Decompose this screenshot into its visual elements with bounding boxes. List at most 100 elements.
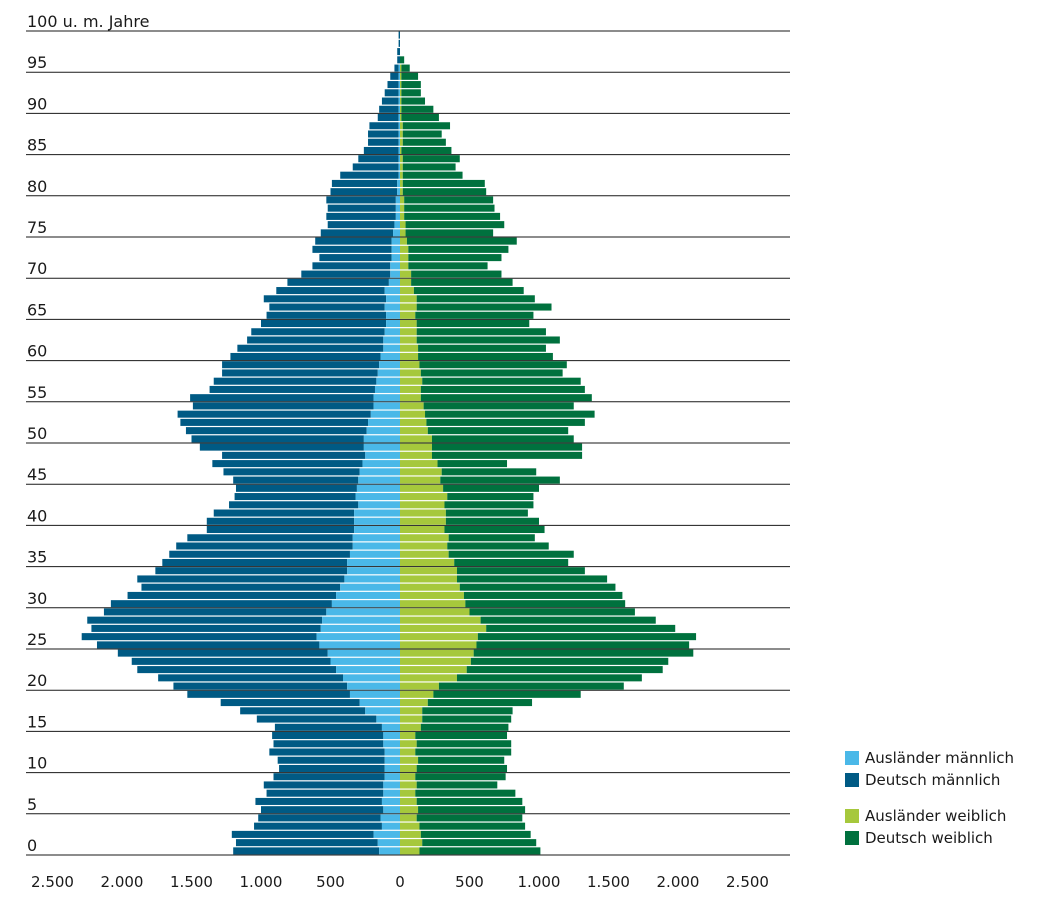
bar-deutsch-weiblich (415, 732, 508, 740)
bar-deutsch-weiblich (445, 517, 539, 525)
y-tick-label: 0 (27, 836, 37, 855)
legend-item-deutsch-maennlich: Deutsch männlich (845, 769, 1050, 791)
bar-deutsch-maennlich (206, 526, 355, 534)
bar-deutsch-maennlich (131, 657, 331, 665)
bar-deutsch-maennlich (326, 212, 396, 220)
bar-auslaender-weiblich (400, 707, 423, 715)
bar-auslaender-weiblich (400, 394, 421, 402)
bar-deutsch-maennlich (397, 56, 400, 64)
bar-auslaender-maennlich (373, 394, 400, 402)
bar-deutsch-weiblich (418, 806, 526, 814)
bar-deutsch-weiblich (448, 550, 574, 558)
bar-auslaender-maennlich (391, 245, 400, 253)
bar-auslaender-maennlich (390, 262, 400, 270)
bar-auslaender-maennlich (354, 517, 400, 525)
y-tick-label: 45 (27, 465, 47, 484)
bar-auslaender-weiblich (400, 657, 471, 665)
bar-deutsch-maennlich (231, 830, 374, 838)
bar-deutsch-maennlich (81, 633, 317, 641)
bar-deutsch-maennlich (277, 756, 385, 764)
bar-deutsch-maennlich (358, 155, 399, 163)
bar-auslaender-maennlich (362, 460, 400, 468)
x-axis-labels: 2.500 2.000 1.500 1.000 500 0 500 1.000 1.500 2.0… (31, 873, 769, 891)
bar-deutsch-weiblich (405, 221, 505, 229)
bar-deutsch-maennlich (87, 616, 323, 624)
bar-deutsch-maennlich (369, 122, 399, 130)
bar-deutsch-maennlich (319, 254, 392, 262)
bar-deutsch-maennlich (340, 171, 399, 179)
bar-deutsch-weiblich (401, 64, 410, 72)
x-tick-label: 2.000 (101, 873, 144, 891)
y-tick-label: 15 (27, 712, 47, 731)
bar-auslaender-weiblich (400, 451, 432, 459)
x-tick-label: 500 (316, 873, 345, 891)
bar-auslaender-maennlich (380, 814, 400, 822)
bar-deutsch-maennlich (331, 179, 398, 187)
bar-deutsch-maennlich (368, 130, 399, 138)
bar-auslaender-maennlich (398, 72, 400, 80)
bar-deutsch-maennlich (222, 361, 380, 369)
bar-deutsch-weiblich (419, 822, 526, 830)
bar-deutsch-maennlich (229, 501, 359, 509)
bar-deutsch-maennlich (327, 204, 396, 212)
bar-deutsch-maennlich (263, 781, 384, 789)
bar-deutsch-maennlich (162, 558, 348, 566)
bar-deutsch-weiblich (404, 212, 501, 220)
bar-auslaender-weiblich (400, 410, 426, 418)
bar-auslaender-weiblich (400, 72, 402, 80)
bar-auslaender-maennlich (398, 114, 400, 122)
bar-deutsch-maennlich (141, 583, 341, 591)
bar-auslaender-weiblich (400, 97, 402, 105)
bar-auslaender-maennlich (398, 105, 400, 113)
bar-deutsch-weiblich (404, 196, 494, 204)
bar-auslaender-maennlich (358, 501, 400, 509)
bar-deutsch-weiblich (416, 797, 523, 805)
bar-auslaender-maennlich (336, 666, 400, 674)
bar-deutsch-maennlich (312, 262, 391, 270)
bar-auslaender-maennlich (384, 756, 400, 764)
bar-auslaender-weiblich (400, 666, 467, 674)
bar-deutsch-weiblich (448, 534, 535, 542)
bar-deutsch-weiblich (408, 262, 488, 270)
bar-auslaender-weiblich (400, 196, 405, 204)
bar-deutsch-weiblich (415, 311, 534, 319)
bar-deutsch-weiblich (422, 707, 513, 715)
bar-deutsch-maennlich (352, 163, 399, 171)
bar-auslaender-weiblich (400, 493, 448, 501)
y-tick-label: 55 (27, 383, 47, 402)
bar-auslaender-maennlich (352, 534, 400, 542)
bar-auslaender-maennlich (381, 723, 400, 731)
bar-auslaender-weiblich (400, 501, 445, 509)
bar-auslaender-maennlich (377, 369, 400, 377)
bar-deutsch-maennlich (117, 649, 328, 657)
bar-auslaender-weiblich (400, 443, 432, 451)
bar-auslaender-maennlich (398, 81, 400, 89)
legend-swatch (845, 831, 859, 845)
bar-deutsch-weiblich (420, 385, 585, 393)
bar-deutsch-maennlich (269, 303, 385, 311)
bar-deutsch-weiblich (463, 591, 623, 599)
bar-deutsch-maennlich (255, 797, 382, 805)
bar-auslaender-weiblich (400, 526, 445, 534)
bar-auslaender-weiblich (400, 254, 409, 262)
bar-auslaender-maennlich (322, 616, 400, 624)
bar-auslaender-weiblich (400, 188, 403, 196)
bar-auslaender-maennlich (336, 591, 400, 599)
y-tick-label: 20 (27, 671, 47, 690)
bar-deutsch-maennlich (233, 847, 380, 855)
bar-auslaender-maennlich (386, 311, 400, 319)
bar-auslaender-weiblich (400, 822, 420, 830)
bar-deutsch-weiblich (480, 616, 656, 624)
bar-auslaender-maennlich (373, 402, 400, 410)
y-axis-labels: 0 5 10 15 20 25 30 35 40 45 50 55 60 65 70 75 80 85 90 95 (27, 53, 47, 855)
bar-auslaender-maennlich (383, 789, 400, 797)
bar-auslaender-maennlich (343, 674, 400, 682)
bar-deutsch-weiblich (444, 526, 545, 534)
bar-deutsch-weiblich (447, 493, 534, 501)
bar-deutsch-weiblich (423, 402, 574, 410)
bar-auslaender-weiblich (400, 723, 421, 731)
bar-auslaender-weiblich (400, 361, 420, 369)
bar-deutsch-weiblich (420, 830, 531, 838)
bar-auslaender-weiblich (400, 764, 417, 772)
